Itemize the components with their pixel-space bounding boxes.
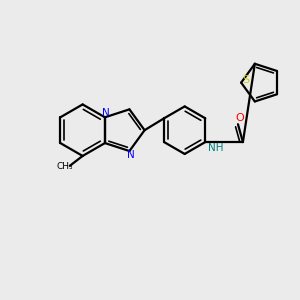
Text: N: N — [127, 150, 134, 160]
Text: O: O — [236, 113, 244, 123]
Text: N: N — [102, 108, 110, 118]
Text: S: S — [242, 75, 250, 85]
Text: NH: NH — [208, 143, 224, 153]
Text: CH₃: CH₃ — [56, 162, 73, 171]
